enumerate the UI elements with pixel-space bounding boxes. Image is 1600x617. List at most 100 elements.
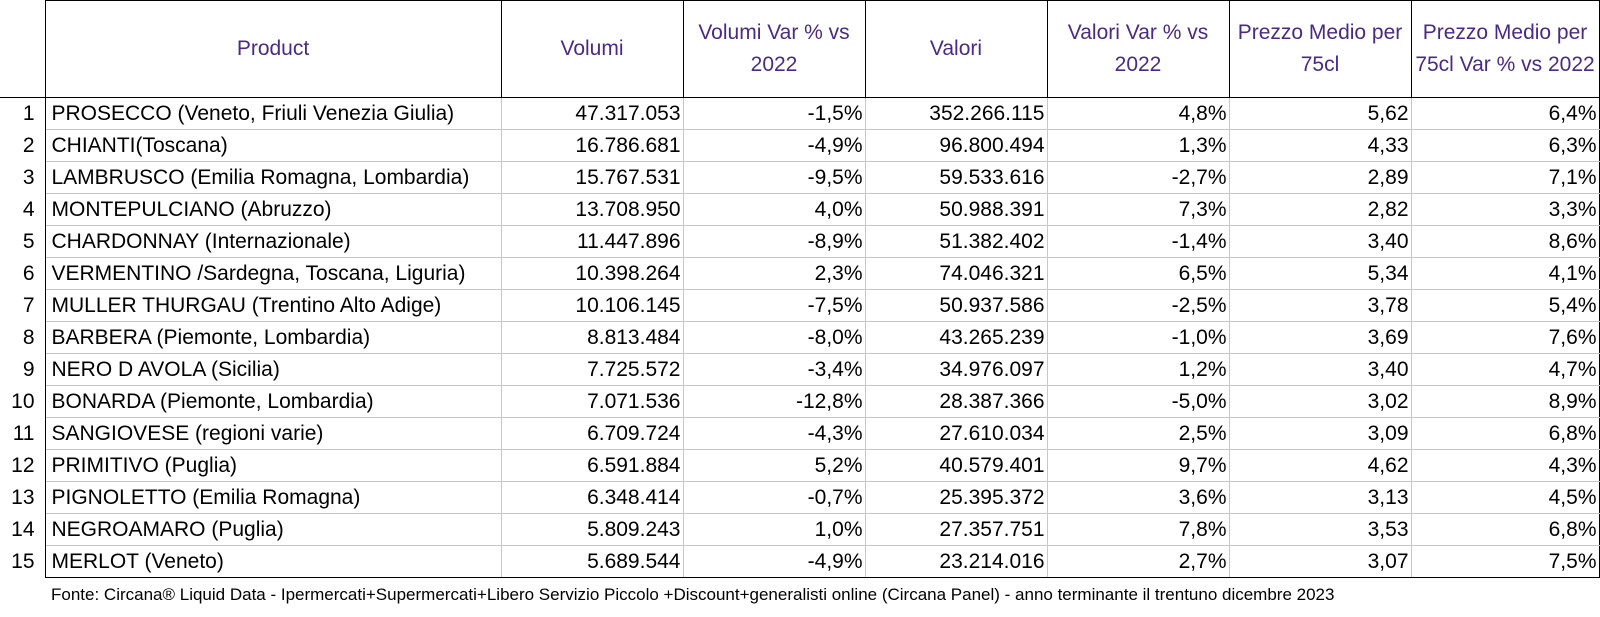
product-cell: NERO D AVOLA (Sicilia)	[45, 353, 502, 386]
valori-cell: 25.395.372	[865, 481, 1048, 514]
table-row: 12 PRIMITIVO (Puglia) 6.591.884 5,2% 40.579.…	[0, 449, 1600, 482]
volumi-cell: 16.786.681	[501, 129, 684, 162]
volumi-var-cell: -7,5%	[683, 289, 866, 322]
prezzo-cell: 3,40	[1229, 353, 1412, 386]
product-cell: MULLER THURGAU (Trentino Alto Adige)	[45, 289, 502, 322]
prezzo-var-cell: 7,1%	[1411, 161, 1600, 194]
valori-var-cell: 7,3%	[1047, 193, 1230, 226]
product-cell: MERLOT (Veneto)	[45, 545, 502, 578]
table-row: 9 NERO D AVOLA (Sicilia) 7.725.572 -3,4% 34.…	[0, 353, 1600, 386]
valori-var-cell: 9,7%	[1047, 449, 1230, 482]
volumi-cell: 15.767.531	[501, 161, 684, 194]
valori-var-cell: 3,6%	[1047, 481, 1230, 514]
table-row: 1 PROSECCO (Veneto, Friuli Venezia Giulia…	[0, 97, 1600, 130]
product-cell: BONARDA (Piemonte, Lombardia)	[45, 385, 502, 418]
valori-cell: 40.579.401	[865, 449, 1048, 482]
prezzo-cell: 3,53	[1229, 513, 1412, 546]
valori-var-cell: 4,8%	[1047, 97, 1230, 130]
prezzo-cell: 4,62	[1229, 449, 1412, 482]
prezzo-var-cell: 4,3%	[1411, 449, 1600, 482]
valori-cell: 27.357.751	[865, 513, 1048, 546]
product-cell: VERMENTINO /Sardegna, Toscana, Liguria)	[45, 257, 502, 290]
valori-var-cell: -5,0%	[1047, 385, 1230, 418]
product-cell: CHIANTI(Toscana)	[45, 129, 502, 162]
prezzo-cell: 3,13	[1229, 481, 1412, 514]
rank-cell: 12	[0, 449, 46, 482]
prezzo-var-cell: 3,3%	[1411, 193, 1600, 226]
rank-cell: 11	[0, 417, 46, 450]
valori-cell: 50.937.586	[865, 289, 1048, 322]
rank-cell: 2	[0, 129, 46, 162]
header-prezzo-var: Prezzo Medio per 75cl Var % vs 2022	[1410, 0, 1600, 98]
volumi-cell: 7.071.536	[501, 385, 684, 418]
rank-cell: 8	[0, 321, 46, 354]
valori-cell: 51.382.402	[865, 225, 1048, 258]
product-cell: SANGIOVESE (regioni varie)	[45, 417, 502, 450]
product-cell: CHARDONNAY (Internazionale)	[45, 225, 502, 258]
valori-cell: 43.265.239	[865, 321, 1048, 354]
product-cell: LAMBRUSCO (Emilia Romagna, Lombardia)	[45, 161, 502, 194]
source-note: Fonte: Circana® Liquid Data - Ipermercat…	[51, 585, 1335, 604]
prezzo-var-cell: 6,4%	[1411, 97, 1600, 130]
prezzo-var-cell: 5,4%	[1411, 289, 1600, 322]
product-cell: BARBERA (Piemonte, Lombardia)	[45, 321, 502, 354]
prezzo-var-cell: 6,3%	[1411, 129, 1600, 162]
volumi-var-cell: 2,3%	[683, 257, 866, 290]
volumi-cell: 5.809.243	[501, 513, 684, 546]
table-body: 1 PROSECCO (Veneto, Friuli Venezia Giulia…	[0, 97, 1600, 578]
volumi-cell: 7.725.572	[501, 353, 684, 386]
table-row: 5 CHARDONNAY (Internazionale) 11.447.896 -8…	[0, 225, 1600, 258]
valori-var-cell: 2,5%	[1047, 417, 1230, 450]
rank-cell: 14	[0, 513, 46, 546]
rank-cell: 15	[0, 545, 46, 578]
valori-cell: 96.800.494	[865, 129, 1048, 162]
table-row: 6 VERMENTINO /Sardegna, Toscana, Liguria)…	[0, 257, 1600, 290]
prezzo-cell: 3,09	[1229, 417, 1412, 450]
product-cell: PIGNOLETTO (Emilia Romagna)	[45, 481, 502, 514]
prezzo-cell: 2,82	[1229, 193, 1412, 226]
product-cell: PROSECCO (Veneto, Friuli Venezia Giulia)	[45, 97, 502, 130]
volumi-var-cell: 1,0%	[683, 513, 866, 546]
volumi-cell: 6.591.884	[501, 449, 684, 482]
valori-var-cell: -1,4%	[1047, 225, 1230, 258]
valori-var-cell: 6,5%	[1047, 257, 1230, 290]
header-volumi-var: Volumi Var % vs 2022	[682, 0, 866, 98]
header-rank	[0, 0, 46, 98]
prezzo-var-cell: 6,8%	[1411, 417, 1600, 450]
table-row: 15 MERLOT (Veneto) 5.689.544 -4,9% 23.214.01…	[0, 545, 1600, 578]
valori-cell: 59.533.616	[865, 161, 1048, 194]
volumi-cell: 5.689.544	[501, 545, 684, 578]
volumi-cell: 10.398.264	[501, 257, 684, 290]
prezzo-cell: 5,62	[1229, 97, 1412, 130]
rank-cell: 1	[0, 97, 46, 130]
prezzo-cell: 4,33	[1229, 129, 1412, 162]
product-cell: NEGROAMARO (Puglia)	[45, 513, 502, 546]
table-row: 10 BONARDA (Piemonte, Lombardia) 7.071.536…	[0, 385, 1600, 418]
valori-cell: 34.976.097	[865, 353, 1048, 386]
table-row: 2 CHIANTI(Toscana) 16.786.681 -4,9% 96.800.4…	[0, 129, 1600, 162]
volumi-var-cell: -4,9%	[683, 129, 866, 162]
prezzo-cell: 3,69	[1229, 321, 1412, 354]
prezzo-cell: 3,07	[1229, 545, 1412, 578]
volumi-var-cell: 5,2%	[683, 449, 866, 482]
header-row: Product Volumi Volumi Var % vs 2022 Valo…	[0, 0, 1600, 98]
prezzo-var-cell: 8,6%	[1411, 225, 1600, 258]
rank-cell: 7	[0, 289, 46, 322]
header-valori: Valori	[864, 0, 1048, 98]
volumi-var-cell: -1,5%	[683, 97, 866, 130]
table-row: 3 LAMBRUSCO (Emilia Romagna, Lombardia) 15…	[0, 161, 1600, 194]
volumi-var-cell: -3,4%	[683, 353, 866, 386]
valori-cell: 23.214.016	[865, 545, 1048, 578]
header-prezzo: Prezzo Medio per 75cl	[1228, 0, 1412, 98]
valori-cell: 50.988.391	[865, 193, 1048, 226]
table-row: 11 SANGIOVESE (regioni varie) 6.709.724 -4,…	[0, 417, 1600, 450]
volumi-var-cell: -12,8%	[683, 385, 866, 418]
volumi-var-cell: -8,0%	[683, 321, 866, 354]
prezzo-var-cell: 7,6%	[1411, 321, 1600, 354]
table-row: 7 MULLER THURGAU (Trentino Alto Adige) 10.…	[0, 289, 1600, 322]
valori-var-cell: -2,5%	[1047, 289, 1230, 322]
volumi-var-cell: -4,9%	[683, 545, 866, 578]
rank-cell: 4	[0, 193, 46, 226]
rank-cell: 3	[0, 161, 46, 194]
volumi-cell: 8.813.484	[501, 321, 684, 354]
